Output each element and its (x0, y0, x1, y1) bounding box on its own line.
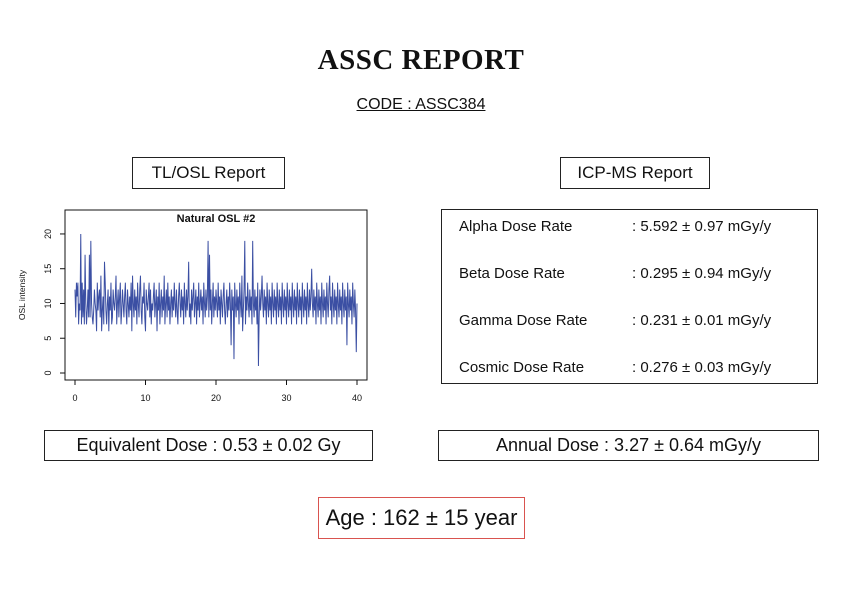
y-tick-label-4: 20 (43, 229, 53, 239)
y-tick-label-0: 0 (43, 370, 53, 375)
beta-dose-label: Beta Dose Rate (459, 265, 565, 282)
tl-osl-report-label: TL/OSL Report (132, 157, 285, 189)
age-result-box: Age : 162 ± 15 year (318, 497, 525, 539)
gamma-dose-value: : 0.231 ± 0.01 mGy/y (632, 312, 772, 329)
icp-ms-table: Alpha Dose Rate : 5.592 ± 0.97 mGy/y Bet… (441, 209, 818, 384)
alpha-dose-value: : 5.592 ± 0.97 mGy/y (632, 218, 772, 235)
alpha-dose-label: Alpha Dose Rate (459, 218, 573, 235)
y-tick-label-1: 5 (43, 336, 53, 341)
y-tick-label-2: 10 (43, 298, 53, 308)
y-tick-label-3: 15 (43, 264, 53, 274)
report-code-text: CODE : ASSC384 (356, 96, 486, 113)
y-axis-label: OSL intensity (17, 269, 27, 320)
cosmic-dose-label: Cosmic Dose Rate (459, 359, 585, 376)
x-tick-label-2: 20 (211, 393, 221, 403)
report-title: ASSC REPORT (317, 44, 525, 76)
beta-dose-value: : 0.295 ± 0.94 mGy/y (632, 265, 772, 282)
y-axis-ticks: 0 5 10 15 20 (43, 229, 65, 376)
equivalent-dose-box: Equivalent Dose : 0.53 ± 0.02 Gy (44, 430, 373, 461)
annual-dose-box: Annual Dose : 3.27 ± 0.64 mGy/y (438, 430, 819, 461)
osl-series-line (74, 233, 358, 367)
cosmic-dose-value: : 0.276 ± 0.03 mGy/y (632, 359, 772, 376)
x-tick-label-4: 40 (352, 393, 362, 403)
x-tick-label-0: 0 (72, 393, 77, 403)
x-axis-ticks: 0 10 20 30 40 (72, 380, 362, 403)
report-code: CODE : ASSC384 (0, 96, 842, 114)
chart-title: Natural OSL #2 (177, 213, 256, 225)
x-tick-label-1: 10 (140, 393, 150, 403)
icp-ms-report-label: ICP-MS Report (560, 157, 710, 189)
x-tick-label-3: 30 (281, 393, 291, 403)
gamma-dose-label: Gamma Dose Rate (459, 312, 588, 329)
osl-chart: Natural OSL #2 OSL intensity 0 10 20 30 40 0… (17, 209, 368, 403)
